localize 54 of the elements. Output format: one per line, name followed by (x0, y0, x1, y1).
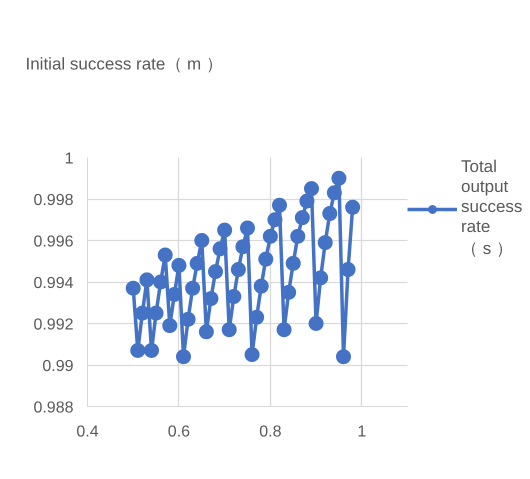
point (198, 324, 214, 340)
point (272, 198, 287, 213)
point (299, 194, 314, 209)
point (286, 256, 301, 271)
y-tick-label: 0.996 (33, 234, 74, 250)
chart-title: Initial success rate（ m ） (26, 54, 223, 74)
x-tick-label: 0.8 (259, 424, 282, 440)
point (190, 256, 205, 271)
point (158, 248, 173, 263)
point (148, 306, 164, 321)
x-tick-label: 0.4 (76, 424, 99, 440)
point (194, 233, 210, 248)
x-tick-label: 0.6 (168, 424, 190, 440)
point (176, 349, 191, 364)
point (262, 228, 278, 244)
point (294, 210, 310, 226)
point (244, 347, 260, 362)
point (144, 342, 159, 358)
point (126, 280, 141, 296)
point (171, 258, 186, 273)
point (326, 185, 342, 200)
point (130, 342, 146, 358)
point (185, 280, 200, 296)
point (267, 212, 282, 228)
y-tick-label: 1 (64, 150, 74, 168)
point (139, 272, 154, 288)
point (304, 181, 319, 196)
point (331, 170, 346, 186)
point (318, 235, 333, 250)
point (134, 306, 150, 321)
point (217, 222, 232, 238)
point (276, 322, 292, 338)
point (290, 228, 306, 244)
point (212, 241, 228, 256)
y-tick-label: 0.994 (33, 275, 74, 292)
y-tick-label: 0.99 (42, 358, 74, 375)
x-tick-label: 1 (357, 424, 366, 440)
point (208, 264, 223, 280)
point (340, 262, 356, 278)
point (162, 318, 178, 334)
point (336, 349, 351, 364)
point (222, 322, 237, 338)
point (308, 316, 324, 331)
y-tick-label: 0.998 (33, 192, 74, 209)
point (258, 252, 274, 267)
y-tick-label: 0.992 (33, 316, 74, 334)
point (345, 200, 360, 215)
point (322, 206, 338, 222)
legend-label: Total output success rate（ s ） (461, 157, 522, 260)
point (254, 278, 269, 294)
point (230, 262, 246, 278)
point (240, 220, 255, 236)
y-tick-label: 0.988 (33, 400, 74, 416)
point (235, 239, 250, 254)
